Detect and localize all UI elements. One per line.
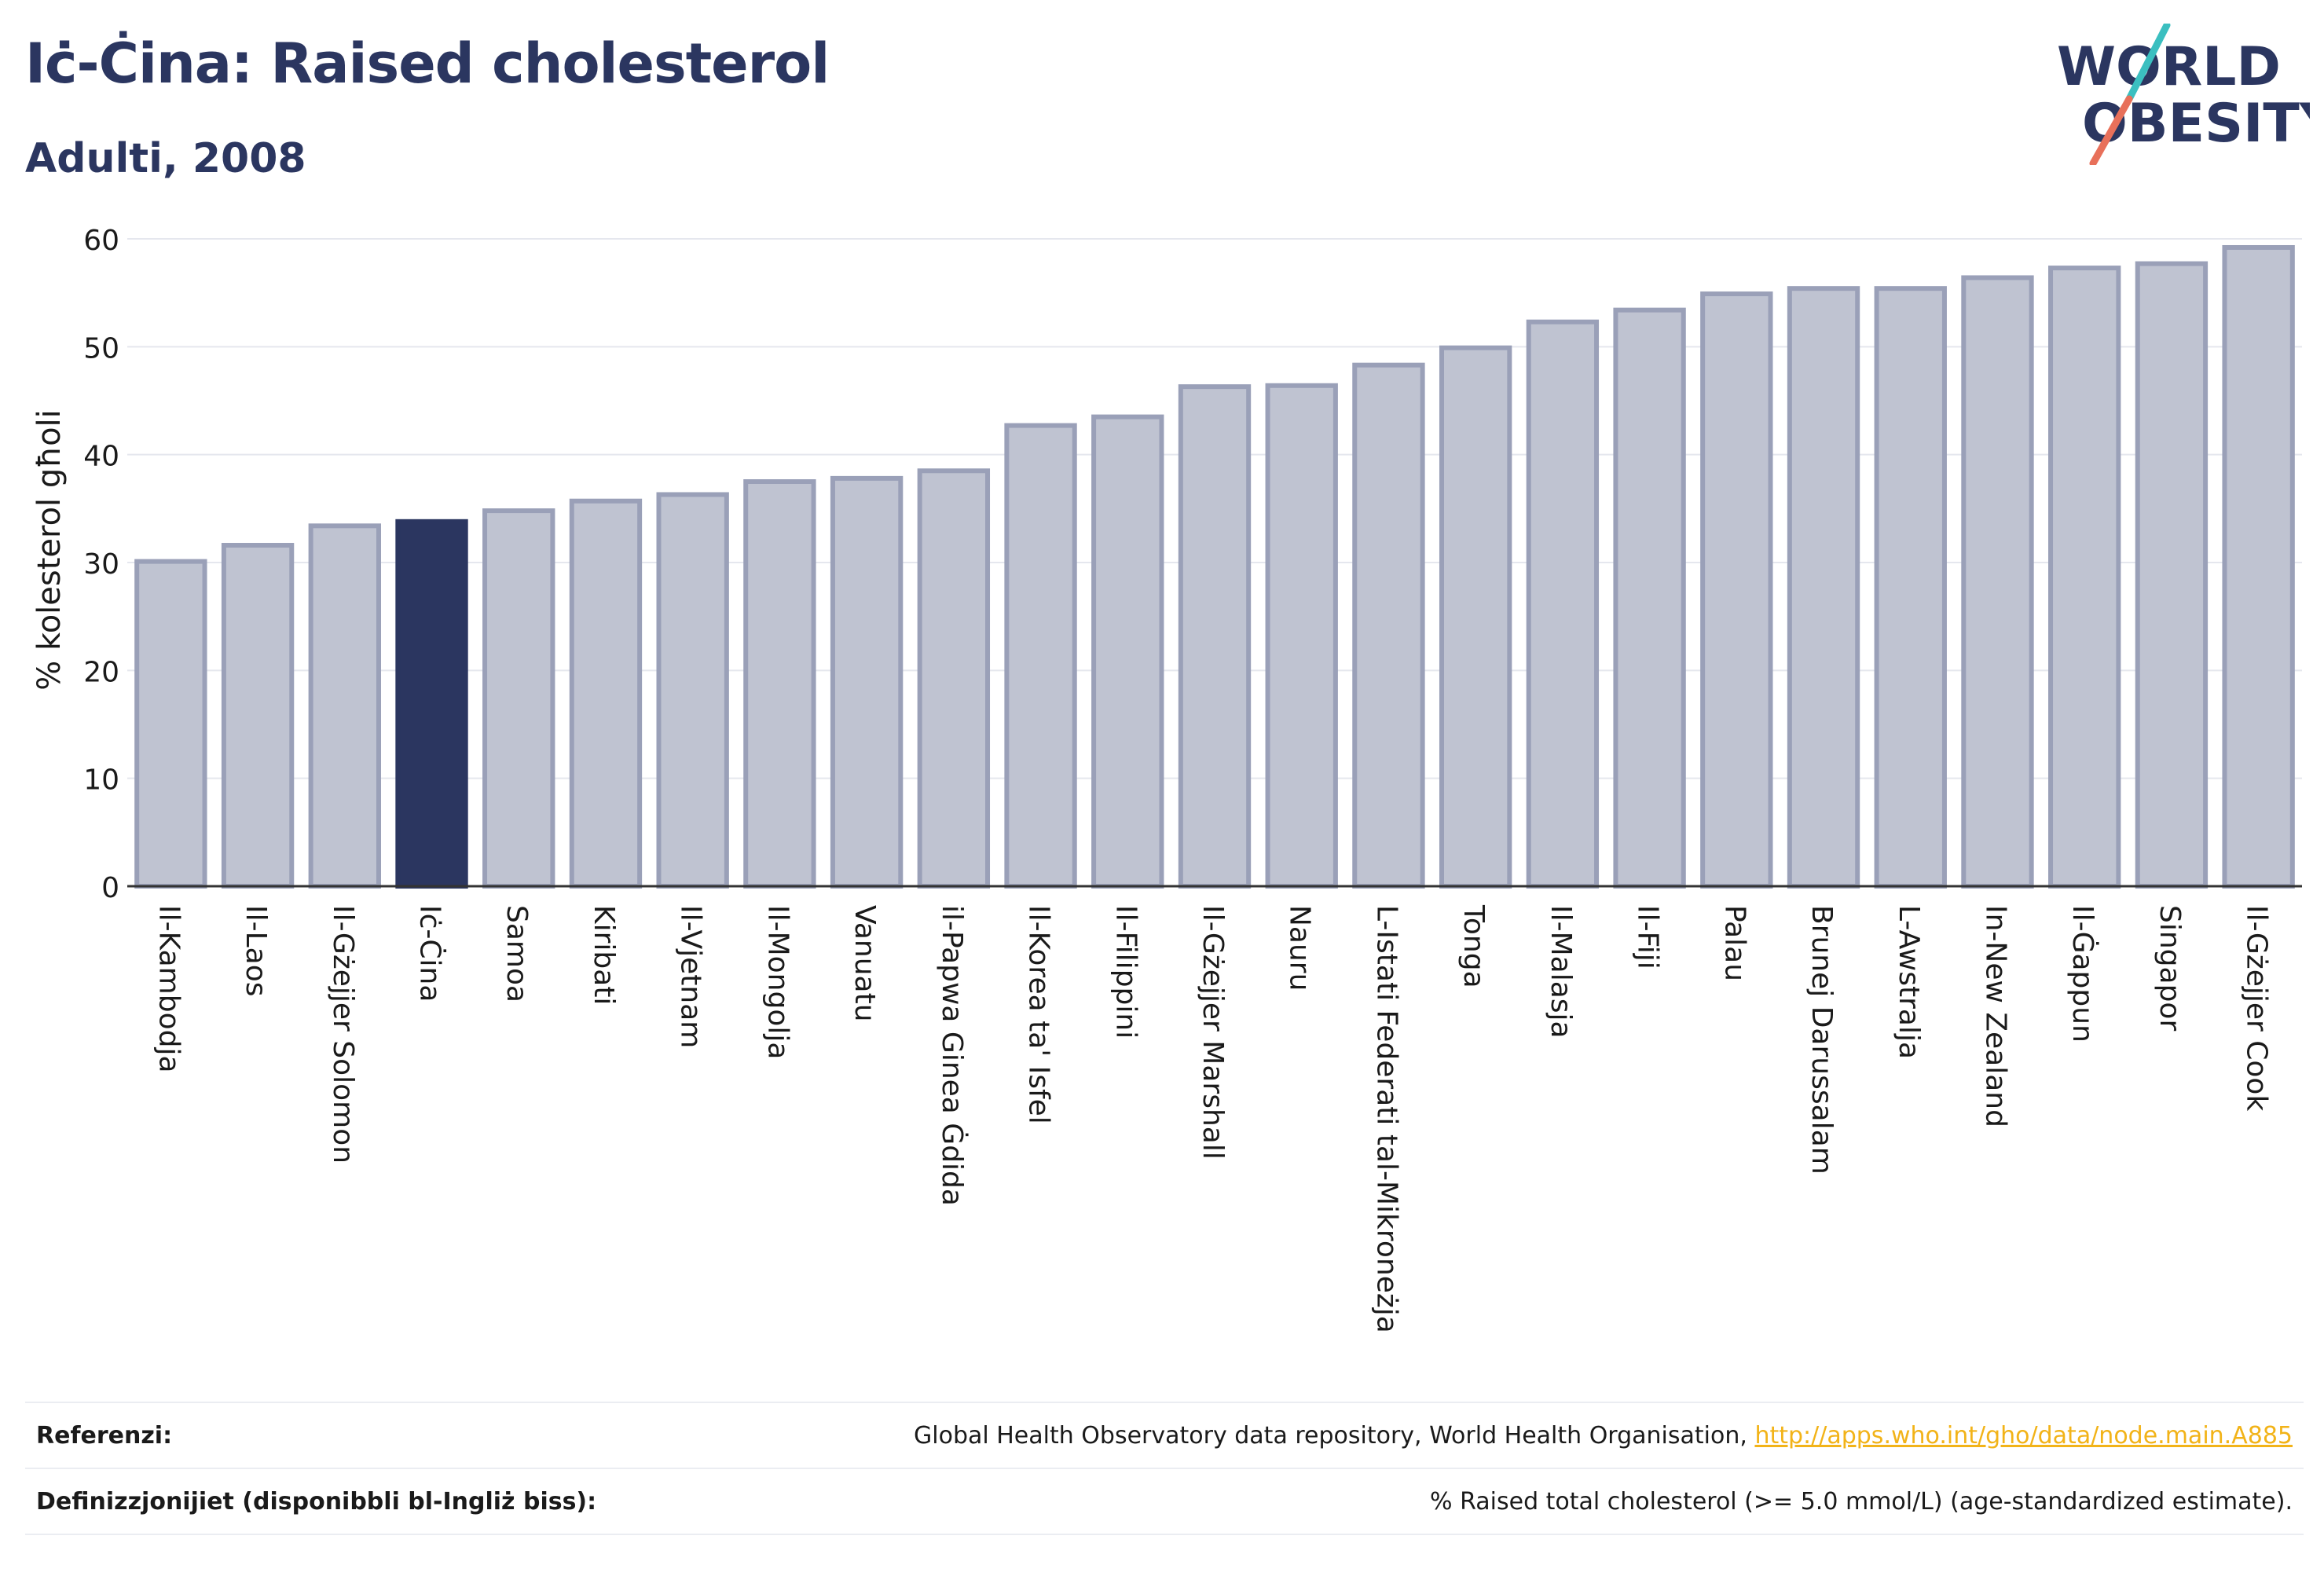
- x-tick-label: Il-Vjetnam: [675, 905, 707, 1048]
- x-tick-label: L-Istati Federati tal-Mikroneżja: [1370, 905, 1402, 1333]
- bar[interactable]: [830, 475, 904, 889]
- bar[interactable]: [2135, 261, 2209, 889]
- definitions-label: Definizzjonijiet (disponibbli bl-Ingliż …: [36, 1487, 597, 1516]
- bar[interactable]: [1874, 286, 1947, 889]
- x-tick-label: Brunej Darussalam: [1805, 905, 1838, 1175]
- x-tick-label: In-New Zealand: [1979, 905, 2011, 1127]
- y-tick-label: 20: [83, 656, 119, 688]
- x-tick-label: Il-Laos: [240, 905, 272, 997]
- x-tick-label: Il-Fiji: [1632, 905, 1664, 969]
- bar[interactable]: [221, 543, 295, 889]
- world-obesity-logo: WORLD OBESITY: [2043, 21, 2324, 167]
- x-tick-label: Tonga: [1457, 904, 1490, 988]
- y-axis-label: % kolesterol għoli: [31, 409, 68, 691]
- bar[interactable]: [1178, 384, 1252, 889]
- y-tick-label: 50: [83, 332, 119, 365]
- x-tick-label: Samoa: [500, 905, 533, 1002]
- bar[interactable]: [1004, 423, 1077, 889]
- x-tick-label: Palau: [1718, 905, 1750, 981]
- bar-chart: 0 10 20 30 40 50 60 Il-Kambodja Il-Laos Il-Gżejj…: [31, 225, 2302, 1333]
- x-tick-label: Il-Filippini: [1109, 905, 1142, 1039]
- logo-line2: OBESITY: [2082, 93, 2310, 155]
- bar[interactable]: [1961, 275, 2034, 889]
- bar[interactable]: [1700, 291, 1773, 889]
- bar[interactable]: [2048, 266, 2121, 889]
- y-tick-label: 60: [83, 225, 119, 257]
- x-tick-label: Il-Gżejjer Solomon: [327, 905, 359, 1164]
- footer-divider: [25, 1534, 2304, 1535]
- bar[interactable]: [395, 519, 468, 889]
- bars: [127, 244, 2302, 889]
- x-tick-label: Kiribati: [588, 905, 620, 1005]
- bar[interactable]: [1439, 345, 1512, 889]
- x-tick-label: il-Papwa Ginea Ġdida: [936, 905, 969, 1206]
- y-tick-label: 30: [83, 548, 119, 581]
- bar[interactable]: [2222, 244, 2295, 889]
- bar[interactable]: [656, 492, 729, 889]
- x-tick-label: Il-Gżejjer Marshall: [1197, 905, 1229, 1160]
- definitions-text: % Raised total cholesterol (>= 5.0 mmol/…: [1430, 1487, 2293, 1516]
- bar[interactable]: [743, 479, 816, 889]
- bar[interactable]: [482, 508, 555, 889]
- references-row: Referenzi: Global Health Observatory dat…: [25, 1403, 2304, 1468]
- x-tick-label: Singapor: [2154, 905, 2186, 1031]
- x-tick-label: Il-Korea ta' Isfel: [1023, 905, 1055, 1124]
- x-tick-label: Iċ-Ċina: [414, 905, 447, 1002]
- references-value: Global Health Observatory data repositor…: [914, 1422, 2304, 1450]
- y-tick-label: 10: [83, 764, 119, 797]
- y-tick-label: 0: [101, 872, 119, 904]
- chart-subtitle: Adulti, 2008: [25, 135, 306, 182]
- definitions-row: Definizzjonijiet (disponibbli bl-Ingliż …: [25, 1469, 2304, 1534]
- x-tick-label: Nauru: [1284, 905, 1316, 991]
- chart-title: Iċ-Ċina: Raised cholesterol: [25, 31, 830, 96]
- x-tick-label: L-Awstralja: [1893, 905, 1925, 1059]
- bar[interactable]: [1787, 286, 1860, 889]
- bar[interactable]: [308, 523, 381, 889]
- x-tick-label: Vanuatu: [849, 905, 881, 1022]
- bar[interactable]: [1091, 414, 1164, 889]
- logo-line1: WORLD: [2057, 36, 2281, 98]
- bar[interactable]: [134, 559, 207, 889]
- x-tick-label: Il-Ġappun: [2066, 905, 2099, 1043]
- bar[interactable]: [1526, 319, 1600, 889]
- bar[interactable]: [1613, 307, 1686, 889]
- bar[interactable]: [1352, 362, 1425, 889]
- references-link[interactable]: http://apps.who.int/gho/data/node.main.A…: [1754, 1421, 2293, 1450]
- bar[interactable]: [569, 498, 643, 889]
- x-tick-label: Il-Gżejjer Cook: [2241, 905, 2273, 1111]
- references-text: Global Health Observatory data repositor…: [914, 1421, 1755, 1450]
- bar[interactable]: [1265, 383, 1338, 889]
- x-tick-label: Il-Kambodja: [152, 905, 185, 1073]
- footer-divider: [25, 1402, 2304, 1403]
- y-axis-ticks: 0 10 20 30 40 50 60: [83, 225, 119, 904]
- x-tick-label: Il-Mongolja: [761, 905, 794, 1059]
- x-axis-labels: Il-Kambodja Il-Laos Il-Gżejjer Solomon Iċ-Ċ…: [152, 904, 2272, 1333]
- references-label: Referenzi:: [36, 1421, 173, 1450]
- x-tick-label: Il-Malasja: [1545, 905, 1577, 1039]
- footer-divider: [25, 1468, 2304, 1469]
- bar[interactable]: [917, 468, 991, 889]
- y-tick-label: 40: [83, 441, 119, 473]
